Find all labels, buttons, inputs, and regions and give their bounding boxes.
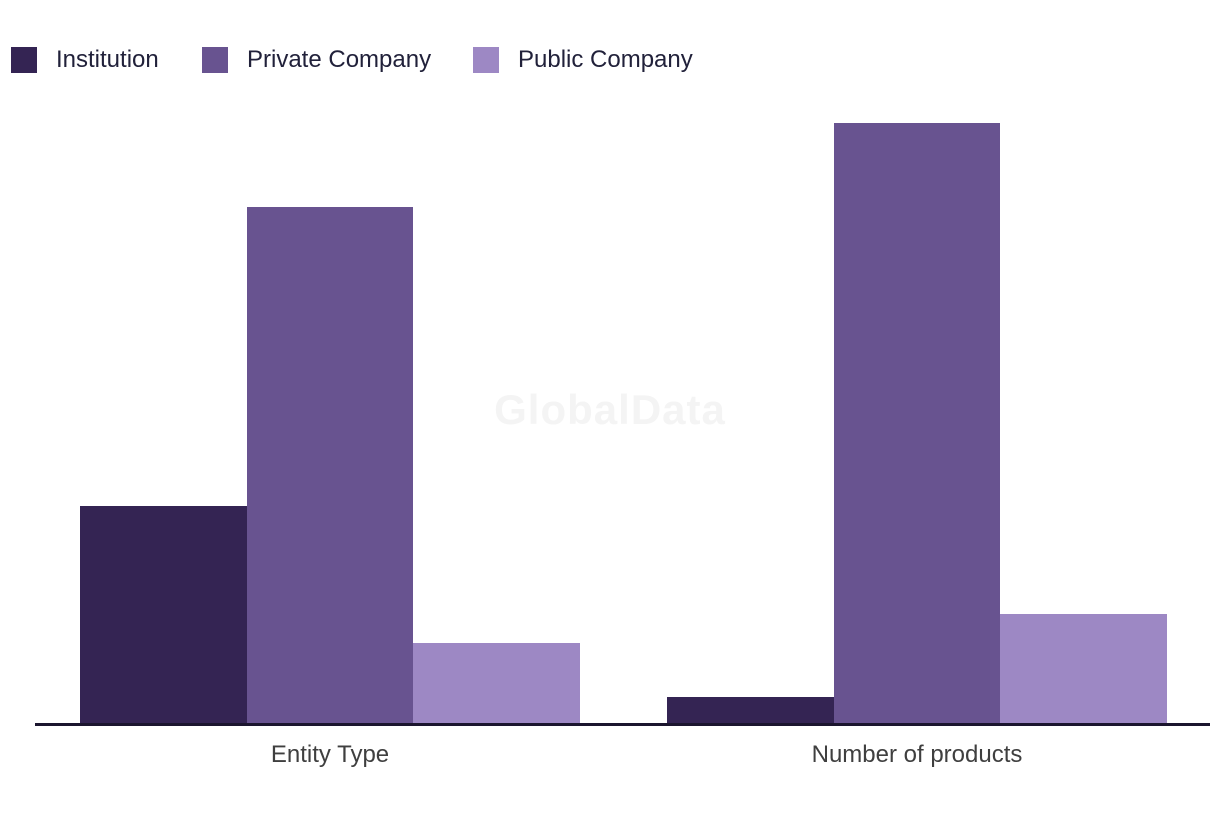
legend-swatch-institution [11, 46, 37, 73]
legend-label-public-company: Public Company [518, 46, 693, 73]
legend-swatch-public-company [473, 46, 499, 73]
bar-public-company-1 [1000, 614, 1167, 723]
bar-private-company-1 [833, 123, 1001, 723]
legend-item-institution[interactable]: Institution [11, 46, 159, 73]
bar-institution-1 [667, 697, 834, 723]
bar-institution-0 [80, 506, 247, 723]
bar-public-company-0 [413, 643, 580, 723]
legend-label-private-company: Private Company [247, 46, 432, 73]
legend-item-public-company[interactable]: Public Company [473, 46, 693, 73]
globaldata-watermark: GlobalData [494, 386, 726, 433]
x-axis-line [35, 723, 1210, 726]
bar-private-company-0 [246, 207, 414, 723]
x-axis-category-entity-type: Entity Type [270, 741, 390, 768]
x-axis-category-number-of-products: Number of products [811, 741, 1023, 768]
legend-label-institution: Institution [56, 46, 159, 73]
legend-swatch-private-company [202, 46, 228, 73]
legend-item-private-company[interactable]: Private Company [202, 46, 431, 73]
